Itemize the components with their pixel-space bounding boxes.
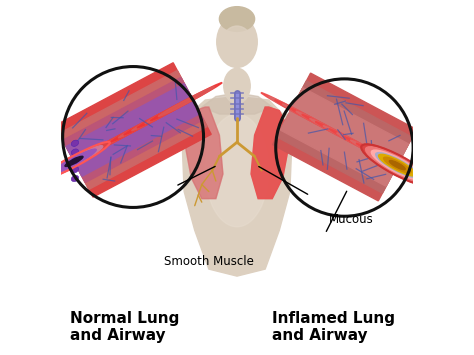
Ellipse shape (57, 132, 129, 170)
Ellipse shape (288, 107, 360, 145)
Ellipse shape (97, 111, 169, 149)
Ellipse shape (221, 26, 253, 65)
Ellipse shape (84, 118, 155, 156)
Polygon shape (186, 107, 223, 199)
Ellipse shape (274, 100, 346, 138)
Ellipse shape (383, 157, 411, 173)
Ellipse shape (71, 158, 79, 164)
Ellipse shape (365, 147, 429, 184)
Ellipse shape (296, 111, 352, 141)
Ellipse shape (71, 125, 142, 163)
Polygon shape (277, 81, 412, 193)
Ellipse shape (52, 143, 108, 173)
Ellipse shape (350, 140, 406, 170)
Ellipse shape (52, 149, 96, 174)
Ellipse shape (105, 115, 161, 145)
Text: Inflamed Lung
and Airway: Inflamed Lung and Airway (272, 311, 395, 343)
Ellipse shape (371, 150, 423, 180)
Polygon shape (160, 114, 190, 153)
Ellipse shape (124, 97, 195, 135)
Ellipse shape (79, 129, 135, 159)
Text: Smooth Muscle: Smooth Muscle (164, 255, 254, 268)
Ellipse shape (343, 136, 414, 174)
Polygon shape (202, 93, 272, 114)
Polygon shape (280, 88, 409, 186)
Ellipse shape (261, 93, 333, 131)
Ellipse shape (310, 119, 365, 148)
Polygon shape (182, 97, 292, 276)
Ellipse shape (269, 97, 325, 127)
Ellipse shape (283, 104, 338, 134)
Ellipse shape (110, 104, 182, 142)
Ellipse shape (379, 154, 416, 176)
Ellipse shape (329, 129, 401, 167)
Ellipse shape (302, 114, 374, 152)
Ellipse shape (389, 160, 405, 170)
Text: Mucous: Mucous (328, 213, 374, 226)
Ellipse shape (92, 122, 148, 152)
Polygon shape (251, 107, 288, 199)
Ellipse shape (316, 121, 387, 160)
Polygon shape (55, 63, 211, 197)
Ellipse shape (224, 68, 250, 104)
Ellipse shape (71, 140, 79, 146)
Polygon shape (63, 77, 203, 182)
Ellipse shape (44, 139, 116, 177)
Ellipse shape (151, 83, 222, 121)
Ellipse shape (158, 87, 214, 117)
Ellipse shape (118, 108, 174, 138)
Ellipse shape (38, 142, 110, 181)
Ellipse shape (376, 153, 419, 178)
Ellipse shape (71, 149, 79, 155)
Ellipse shape (46, 146, 103, 177)
Ellipse shape (356, 143, 428, 181)
Polygon shape (251, 107, 288, 199)
Polygon shape (186, 107, 223, 199)
Ellipse shape (337, 133, 393, 163)
Ellipse shape (219, 7, 255, 31)
Ellipse shape (71, 166, 79, 173)
Ellipse shape (71, 175, 79, 182)
Ellipse shape (323, 126, 379, 155)
Polygon shape (66, 84, 200, 176)
Polygon shape (59, 71, 207, 189)
Ellipse shape (65, 136, 121, 166)
Ellipse shape (364, 147, 420, 177)
Text: Normal Lung
and Airway: Normal Lung and Airway (70, 311, 179, 343)
Ellipse shape (137, 90, 209, 128)
Polygon shape (284, 114, 314, 153)
Ellipse shape (205, 114, 269, 227)
Ellipse shape (145, 94, 201, 124)
Ellipse shape (132, 101, 188, 131)
Ellipse shape (217, 16, 257, 67)
Ellipse shape (65, 156, 83, 166)
Polygon shape (273, 73, 416, 201)
Ellipse shape (361, 144, 433, 186)
